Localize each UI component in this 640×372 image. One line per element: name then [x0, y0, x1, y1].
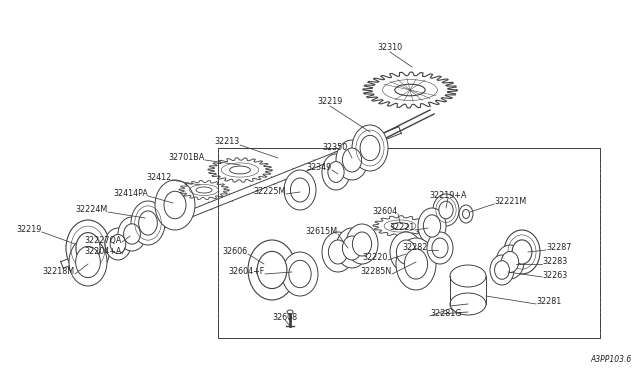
Text: 32213: 32213 [215, 138, 240, 147]
Text: 32606: 32606 [223, 247, 248, 257]
Ellipse shape [105, 228, 131, 260]
Text: A3PP103.6: A3PP103.6 [591, 355, 632, 364]
Ellipse shape [291, 178, 310, 202]
Ellipse shape [66, 220, 110, 276]
Ellipse shape [110, 234, 126, 254]
Ellipse shape [257, 251, 287, 289]
Ellipse shape [328, 240, 348, 264]
Ellipse shape [248, 240, 296, 300]
Ellipse shape [360, 135, 380, 161]
Text: 32281: 32281 [536, 298, 561, 307]
Text: 32220: 32220 [363, 253, 388, 263]
Ellipse shape [230, 166, 250, 174]
Text: 32221: 32221 [390, 224, 415, 232]
Ellipse shape [427, 232, 453, 264]
Ellipse shape [284, 170, 316, 210]
Text: 32227QA: 32227QA [84, 235, 122, 244]
Ellipse shape [346, 224, 378, 264]
Text: 32615M: 32615M [306, 228, 338, 237]
Ellipse shape [76, 246, 100, 278]
Ellipse shape [433, 194, 459, 226]
Ellipse shape [164, 191, 186, 219]
Ellipse shape [322, 154, 350, 190]
Ellipse shape [131, 201, 165, 245]
Ellipse shape [322, 232, 354, 272]
Text: 32287: 32287 [546, 244, 572, 253]
Ellipse shape [395, 84, 425, 96]
Text: 32281G: 32281G [430, 310, 461, 318]
Text: 32349: 32349 [307, 164, 332, 173]
Ellipse shape [418, 208, 446, 244]
Text: 32604+F: 32604+F [228, 267, 265, 276]
Ellipse shape [336, 140, 368, 180]
Text: 32219: 32219 [317, 97, 342, 106]
Ellipse shape [504, 230, 540, 274]
Ellipse shape [423, 215, 441, 237]
Text: 32285N: 32285N [361, 267, 392, 276]
Ellipse shape [196, 187, 212, 193]
Ellipse shape [512, 240, 532, 264]
Text: 32608: 32608 [273, 314, 298, 323]
Ellipse shape [463, 209, 470, 218]
Ellipse shape [342, 236, 362, 260]
Ellipse shape [450, 293, 486, 315]
Ellipse shape [76, 232, 100, 263]
Text: 32283: 32283 [542, 257, 567, 266]
Text: 32412: 32412 [147, 173, 172, 183]
Ellipse shape [396, 240, 415, 264]
Text: 32221M: 32221M [494, 198, 526, 206]
Text: 32414PA: 32414PA [113, 189, 148, 199]
Ellipse shape [124, 224, 140, 244]
Text: 32204+A: 32204+A [84, 247, 122, 257]
Ellipse shape [495, 261, 509, 279]
Ellipse shape [496, 245, 524, 279]
Ellipse shape [439, 201, 453, 219]
Ellipse shape [139, 211, 157, 235]
Text: 32219: 32219 [17, 225, 42, 234]
Ellipse shape [289, 260, 311, 288]
Text: 32225M: 32225M [253, 187, 286, 196]
Ellipse shape [353, 232, 372, 256]
Ellipse shape [155, 180, 195, 230]
Ellipse shape [459, 205, 473, 223]
Ellipse shape [432, 238, 448, 258]
Text: 32701BA: 32701BA [169, 154, 205, 163]
Ellipse shape [450, 265, 486, 287]
Text: 32350: 32350 [323, 144, 348, 153]
Ellipse shape [282, 252, 318, 296]
Ellipse shape [342, 148, 362, 172]
Ellipse shape [336, 228, 368, 268]
Ellipse shape [396, 238, 436, 290]
Ellipse shape [501, 251, 518, 273]
Text: 32218M: 32218M [43, 267, 75, 276]
Text: 32310: 32310 [378, 44, 403, 52]
Ellipse shape [118, 217, 146, 251]
Text: 32263: 32263 [542, 270, 567, 279]
Ellipse shape [390, 232, 422, 272]
Ellipse shape [490, 255, 514, 285]
Ellipse shape [69, 238, 107, 286]
Ellipse shape [287, 310, 293, 314]
Text: 32224M: 32224M [76, 205, 108, 215]
Ellipse shape [328, 161, 344, 182]
Text: 32282: 32282 [403, 244, 428, 253]
Text: 32604: 32604 [373, 208, 398, 217]
Text: 32219+A: 32219+A [429, 192, 467, 201]
Ellipse shape [352, 125, 388, 171]
Ellipse shape [391, 223, 409, 230]
Ellipse shape [404, 249, 428, 279]
